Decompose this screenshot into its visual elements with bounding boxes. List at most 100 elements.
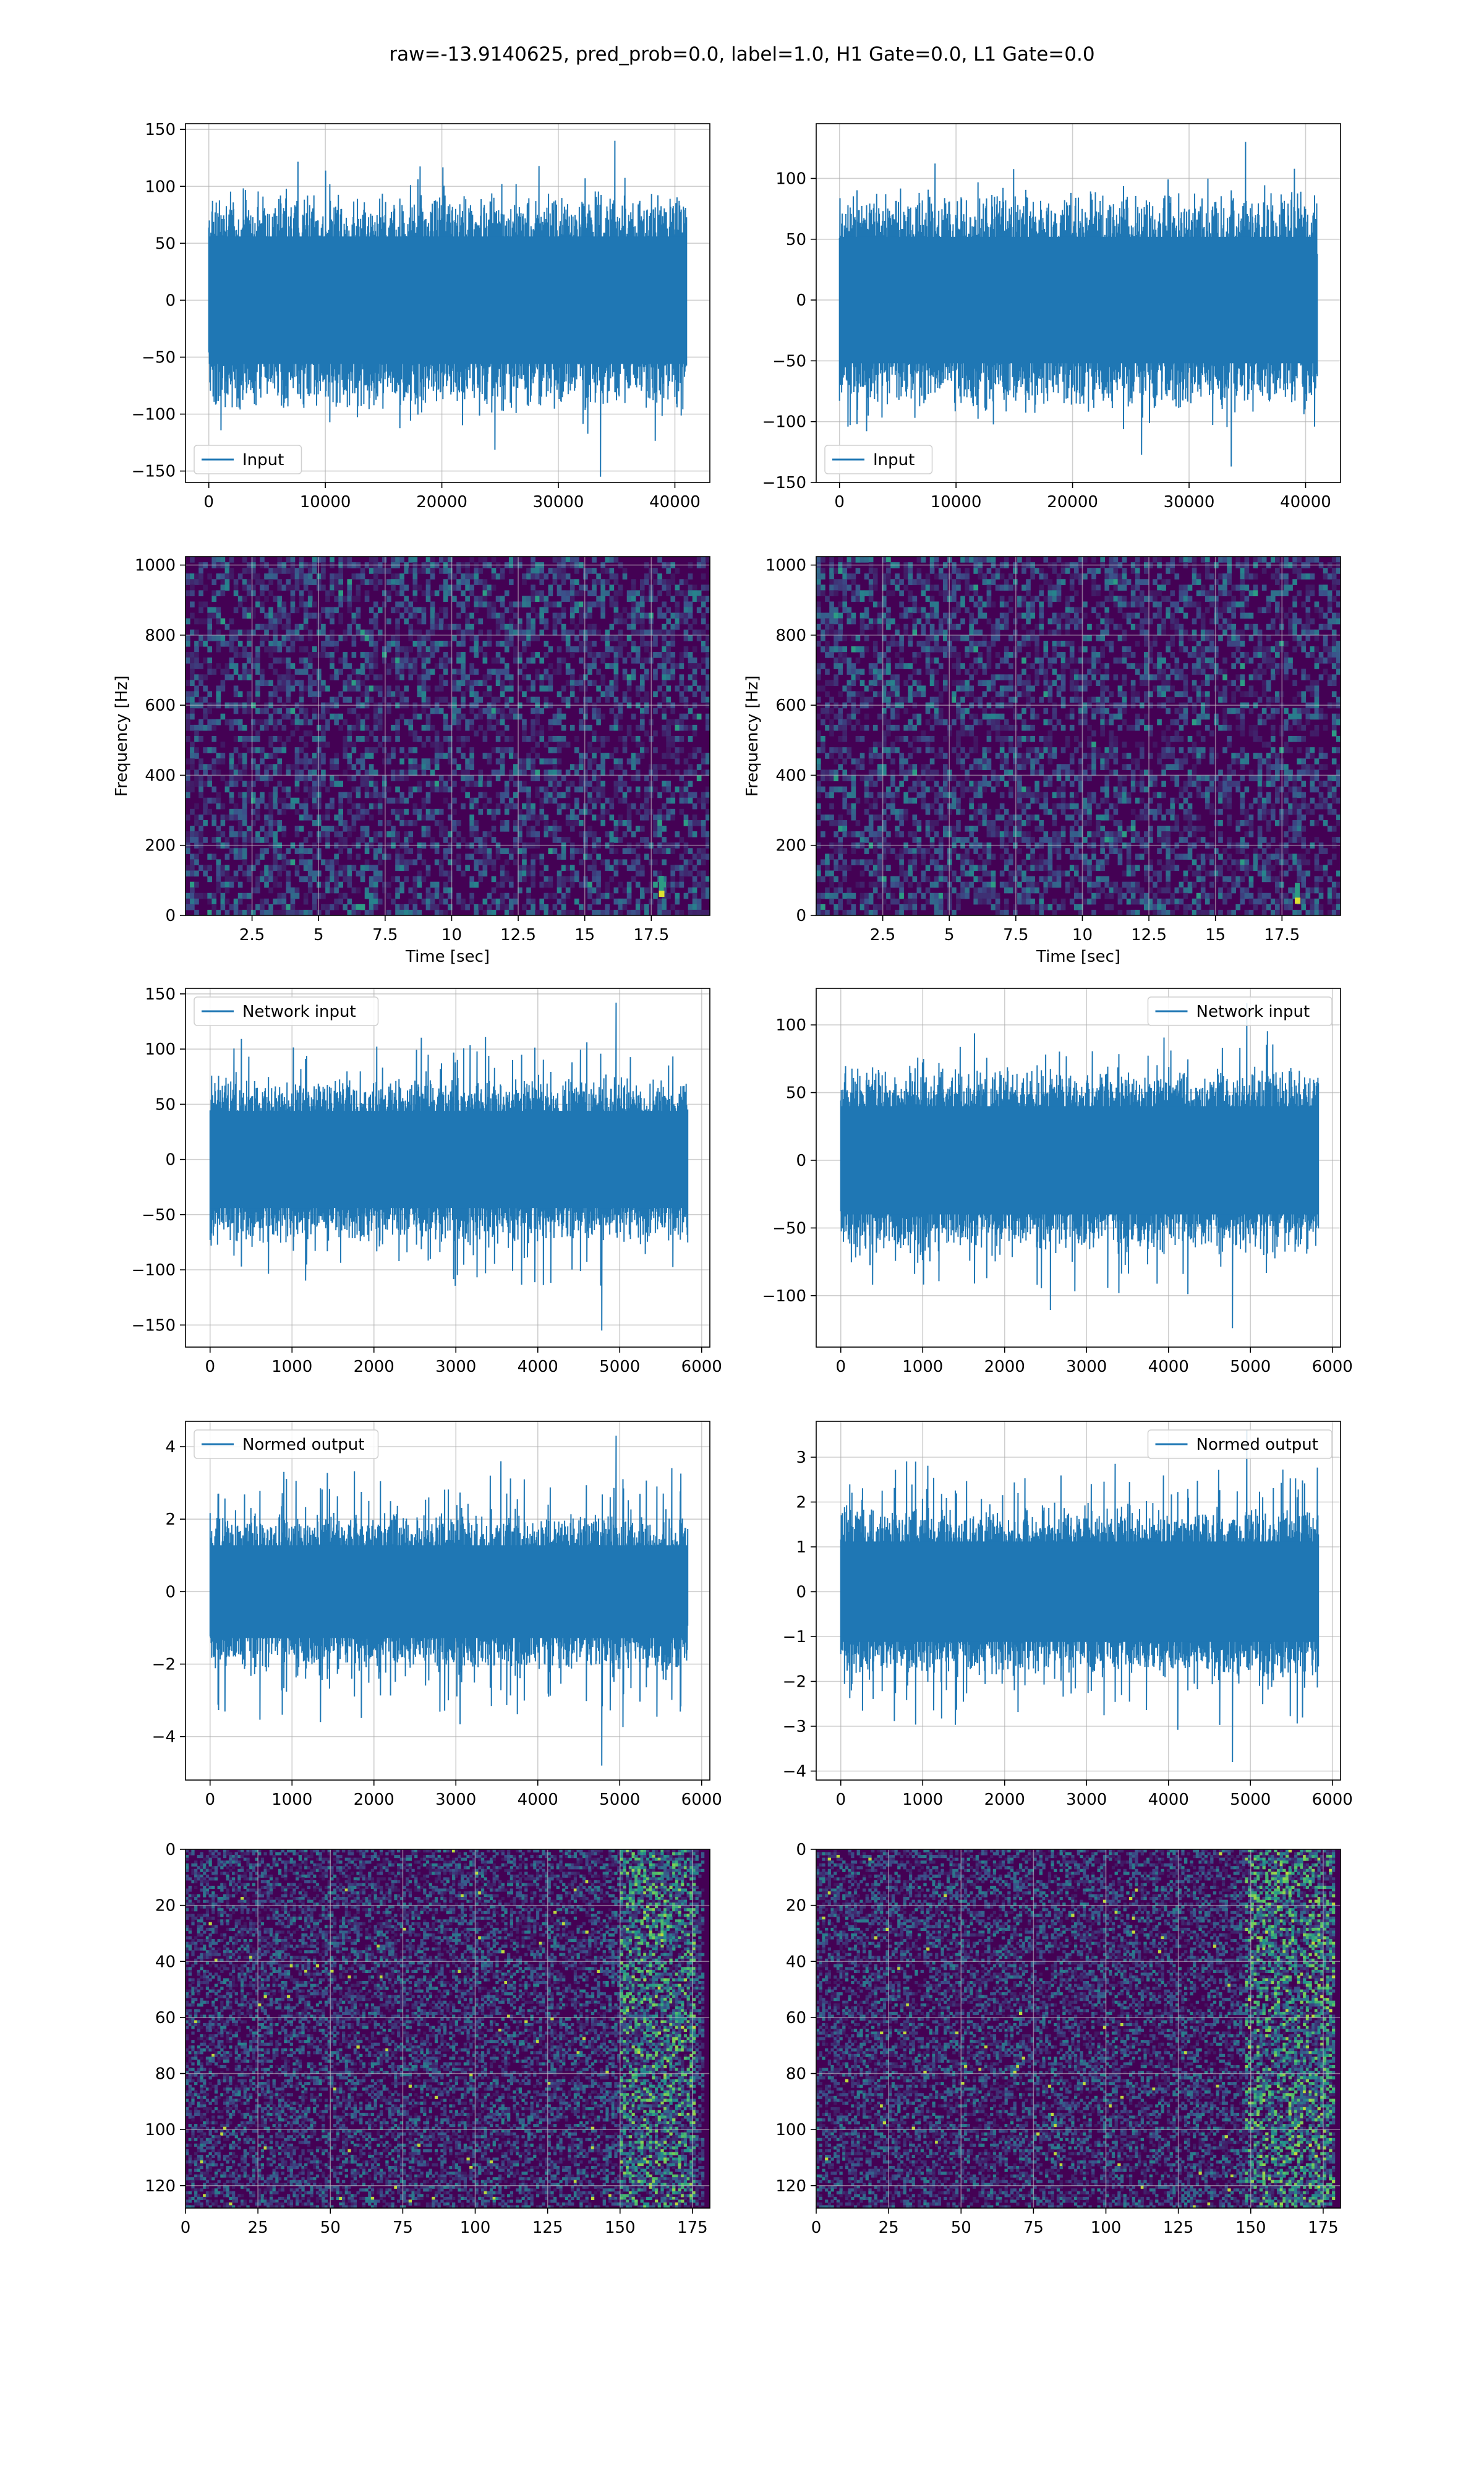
heatmap-cell [469,646,474,653]
heatmap-cell [1227,635,1232,641]
heatmap-cell [399,663,404,669]
heatmap-cell [556,747,562,753]
heatmap-cell [701,859,706,866]
heatmap-cell [579,808,584,815]
heatmap-cell [916,640,922,647]
heatmap-cell [552,747,558,753]
heatmap-cell [273,568,278,574]
heatmap-cell [1153,557,1158,563]
heatmap-cell [1209,590,1214,597]
heatmap-cell [281,680,287,687]
heatmap-cell [246,629,252,636]
heatmap-cell [864,646,869,653]
heatmap-cell [286,646,291,653]
heatmap-cell [1305,573,1311,580]
heatmap-cell [1069,573,1075,580]
heatmap-cell [438,753,444,759]
heatmap-cell [622,769,628,776]
heatmap-cell [1244,584,1250,591]
heatmap-cell [487,691,492,698]
heatmap-cell [583,674,588,680]
heatmap-cell [325,640,330,647]
heatmap-cell [653,881,658,888]
heatmap-cell [408,724,414,731]
heatmap-cell [662,713,667,720]
heatmap-cell [631,803,636,810]
heatmap-cell [531,909,535,915]
heatmap-cell [203,803,208,810]
heatmap-cell [233,769,239,776]
heatmap-cell [1227,623,1232,630]
heatmap-cell [618,640,623,647]
heatmap-cell [925,646,931,653]
heatmap-cell [670,814,676,821]
heatmap-cell [600,674,605,680]
heatmap-cell [539,618,545,625]
heatmap-cell [692,814,697,821]
heatmap-cell [469,691,474,698]
heatmap-cell [1275,640,1280,647]
heatmap-cell [321,826,326,832]
heatmap-cell [583,775,588,782]
heatmap-cell [969,618,974,625]
heatmap-cell [347,724,352,731]
heatmap-cell [1257,629,1263,636]
heatmap-cell [600,657,605,664]
heatmap-cell [592,713,597,720]
heatmap-cell [662,612,667,619]
heatmap-cell [1047,601,1053,608]
heatmap-cell [443,640,448,647]
heatmap-cell [469,781,474,787]
heatmap-cell [600,792,605,798]
heatmap-cell [255,775,260,782]
heatmap-cell [696,881,702,888]
heatmap-cell [347,831,352,837]
heatmap-cell [461,669,466,675]
x-tick-label: 7.5 [372,926,398,944]
heatmap-cell [705,909,710,915]
heatmap-cell [969,629,974,636]
heatmap-cell [1039,623,1044,630]
heatmap-cell [294,892,300,899]
heatmap-cell [1170,590,1175,597]
heatmap-cell [522,904,527,910]
heatmap-cell [364,629,370,636]
heatmap-cell [255,837,260,843]
heatmap-cell [504,635,510,641]
heatmap-cell [834,657,838,664]
heatmap-cell [526,898,531,905]
heatmap-cell [999,623,1005,630]
heatmap-cell [474,635,479,641]
heatmap-cell [351,742,357,748]
heatmap-cell [556,803,562,810]
heatmap-cell [434,892,440,899]
heatmap-cell [1218,612,1223,619]
heatmap-cell [495,657,501,664]
heatmap-cell [1117,635,1123,641]
heatmap-cell [609,601,615,608]
heatmap-cell [583,663,588,669]
heatmap-cell [495,618,501,625]
heatmap-cell [299,557,304,563]
heatmap-cell [600,820,605,826]
heatmap-cell [552,719,558,726]
heatmap-cell [448,803,453,810]
heatmap-cell [626,674,632,680]
heatmap-cell [294,568,300,574]
heatmap-cell [912,601,918,608]
heatmap-cell [294,623,300,630]
heatmap-cell [369,663,374,669]
heatmap-cell [679,909,684,915]
heatmap-cell [653,674,658,680]
heatmap-cell [587,663,592,669]
heatmap-cell [890,640,895,647]
heatmap-cell [579,831,584,837]
heatmap-cell [434,640,440,647]
heatmap-cell [338,713,343,720]
heatmap-cell [294,781,300,787]
heatmap-cell [526,831,531,837]
heatmap-cell [356,909,361,915]
heatmap-cell [544,865,549,871]
heatmap-cell [330,629,335,636]
heatmap-cell [995,652,1000,658]
